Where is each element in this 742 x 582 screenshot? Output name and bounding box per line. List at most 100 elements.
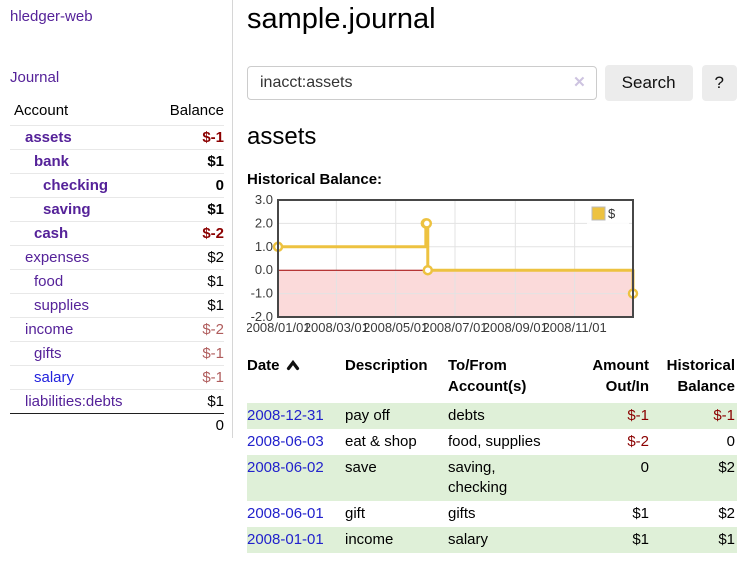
transaction-amount: $1	[632, 505, 649, 522]
transaction-date-link[interactable]: 2008-06-02	[247, 459, 324, 476]
transaction-description: pay off	[345, 407, 390, 424]
account-link-saving[interactable]: saving	[43, 201, 91, 218]
transaction-amount: 0	[640, 459, 649, 476]
register-header-accounts: To/From Account(s)	[448, 357, 527, 395]
account-balance: $1	[154, 389, 224, 414]
transaction-amount: $-1	[627, 407, 649, 424]
help-button[interactable]: ?	[701, 65, 737, 101]
search-button[interactable]: Search	[604, 65, 693, 101]
svg-text:-1.0: -1.0	[251, 286, 273, 301]
register-row: 2008-06-03 eat & shop food, supplies $-2 0	[247, 429, 737, 455]
svg-text:2008/05/01: 2008/05/01	[363, 320, 428, 335]
search-input-wrap: ✕	[247, 66, 597, 100]
account-balance: $-1	[154, 125, 224, 150]
account-balance: $1	[154, 293, 224, 318]
accounts-table: Account Balance assets $-1 bank $1 checking 0…	[10, 99, 224, 437]
account-row: gifts $-1	[10, 341, 224, 366]
register-table-body: 2008-12-31 pay off debts $-1 $-1 2008-06-03 ea…	[247, 403, 737, 553]
account-link-checking[interactable]: checking	[43, 177, 109, 194]
sort-ascending-icon	[286, 359, 299, 371]
transaction-balance: $1	[718, 531, 735, 548]
account-row: supplies $1	[10, 293, 224, 318]
register-table: Date Description To/From Account(s) Amou…	[247, 355, 737, 553]
account-link-food[interactable]: food	[34, 273, 64, 290]
accounts-total-row: 0	[10, 413, 224, 437]
svg-text:2008/09/01: 2008/09/01	[483, 320, 548, 335]
account-link-liabilities-debts[interactable]: liabilities:debts	[25, 393, 123, 410]
account-balance: 0	[154, 173, 224, 198]
svg-text:2008/01/01: 2008/01/01	[247, 320, 311, 335]
register-header-balance: Historical Balance	[666, 357, 735, 395]
search-input[interactable]	[247, 66, 597, 100]
main-content: sample.journal ✕ Search ? assets Histori…	[245, 0, 737, 553]
account-row: checking 0	[10, 173, 224, 198]
account-balance: $1	[154, 197, 224, 222]
page-title: sample.journal	[247, 3, 436, 35]
transaction-date-link[interactable]: 2008-06-01	[247, 505, 324, 522]
transaction-balance: $2	[718, 505, 735, 522]
transaction-date-link[interactable]: 2008-06-03	[247, 433, 324, 450]
account-link-cash[interactable]: cash	[34, 225, 69, 242]
transaction-amount: $-2	[627, 433, 649, 450]
account-row: salary $-1	[10, 365, 224, 390]
register-header-description: Description	[345, 357, 428, 374]
svg-text:2008/11/01: 2008/11/01	[543, 320, 607, 335]
transaction-date-link[interactable]: 2008-01-01	[247, 531, 324, 548]
account-balance: $-2	[154, 317, 224, 342]
accounts-total-spacer	[10, 413, 155, 437]
account-heading: assets	[247, 123, 317, 150]
transaction-amount: $1	[632, 531, 649, 548]
chart-title: Historical Balance:	[247, 171, 383, 188]
sidebar-nav: Journal	[10, 69, 232, 86]
register-header-date[interactable]: Date	[247, 355, 345, 403]
svg-text:1.0: 1.0	[255, 239, 273, 254]
account-row: assets $-1	[10, 125, 224, 150]
svg-text:2.0: 2.0	[255, 215, 273, 230]
account-link-bank[interactable]: bank	[34, 153, 70, 170]
sidebar: hledger-web Journal Account Balance asse…	[0, 0, 233, 438]
svg-text:2008/03/01: 2008/03/01	[304, 320, 369, 335]
transaction-date-link[interactable]: 2008-12-31	[247, 407, 324, 424]
transaction-accounts: salary	[448, 531, 489, 548]
account-row: cash $-2	[10, 221, 224, 246]
svg-text:$: $	[608, 206, 616, 221]
search-form: ✕ Search ?	[247, 65, 737, 101]
account-link-assets[interactable]: assets	[25, 129, 72, 146]
account-link-salary[interactable]: salary	[34, 369, 75, 386]
account-balance: $1	[154, 149, 224, 174]
brand-link[interactable]: hledger-web	[10, 8, 93, 25]
transaction-accounts: debts	[448, 407, 485, 424]
account-balance: $-1	[154, 341, 224, 366]
svg-text:2008/07/01: 2008/07/01	[422, 320, 487, 335]
transaction-description: save	[345, 459, 377, 476]
accounts-header-row: Account Balance	[10, 99, 224, 126]
transaction-description: eat & shop	[345, 433, 417, 450]
transaction-balance: $-1	[713, 407, 735, 424]
account-link-income[interactable]: income	[25, 321, 74, 338]
register-header-row: Date Description To/From Account(s) Amou…	[247, 355, 737, 403]
account-balance: $-1	[154, 365, 224, 390]
transaction-accounts: saving, checking	[448, 459, 508, 496]
account-row: liabilities:debts $1	[10, 389, 224, 414]
account-row: saving $1	[10, 197, 224, 222]
account-link-supplies[interactable]: supplies	[34, 297, 90, 314]
register-row: 2008-06-02 save saving, checking 0 $2	[247, 455, 737, 501]
historical-balance-chart: $3.0 2.0 1.0 0.0 -1.0 -2.0 2008/01/01 2008/03/0…	[245, 192, 647, 340]
accounts-header-account: Account	[14, 102, 69, 119]
register-row: 2008-12-31 pay off debts $-1 $-1	[247, 403, 737, 429]
transaction-accounts: food, supplies	[448, 433, 541, 450]
clear-search-icon[interactable]: ✕	[573, 74, 586, 91]
sidebar-item-journal[interactable]: Journal	[10, 69, 60, 86]
register-header-amount: Amount Out/In	[592, 357, 649, 395]
transaction-accounts: gifts	[448, 505, 476, 522]
account-row: bank $1	[10, 149, 224, 174]
transaction-balance: $2	[718, 459, 735, 476]
account-link-expenses[interactable]: expenses	[25, 249, 90, 266]
register-row: 2008-06-01 gift gifts $1 $2	[247, 501, 737, 527]
account-balance: $1	[154, 269, 224, 294]
account-balance: $-2	[154, 221, 224, 246]
account-row: expenses $2	[10, 245, 224, 270]
account-link-gifts[interactable]: gifts	[34, 345, 62, 362]
register-row: 2008-01-01 income salary $1 $1	[247, 527, 737, 553]
